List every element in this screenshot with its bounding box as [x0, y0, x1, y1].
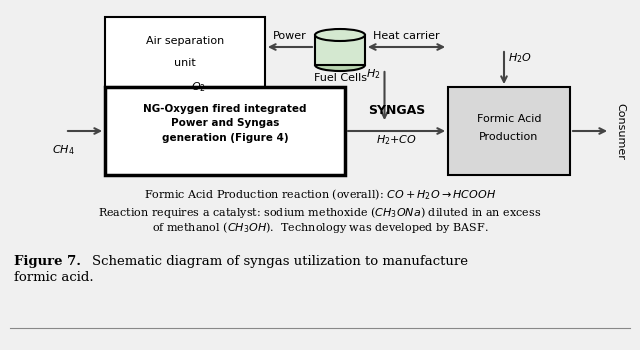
Bar [315, 35, 365, 65]
Bar [105, 87, 345, 175]
Text: Formic Acid Production reaction (overall): $CO+H_2O \rightarrow HCOOH$: Formic Acid Production reaction (overall… [144, 187, 496, 202]
Text: formic acid.: formic acid. [14, 271, 93, 284]
Ellipse shape [315, 59, 365, 71]
Text: Figure 7.: Figure 7. [14, 255, 81, 268]
Text: Reaction requires a catalyst: sodium methoxide ($CH_3ONa$) diluted in an excess: Reaction requires a catalyst: sodium met… [99, 205, 541, 220]
Text: Heat carrier: Heat carrier [373, 31, 440, 41]
Text: Fuel Cells: Fuel Cells [314, 73, 367, 83]
Text: NG-Oxygen fired integrated: NG-Oxygen fired integrated [143, 104, 307, 114]
Text: $O_2$: $O_2$ [191, 80, 206, 94]
Text: unit: unit [174, 57, 196, 68]
Ellipse shape [315, 29, 365, 41]
Text: $H_2$: $H_2$ [366, 67, 381, 81]
Text: Production: Production [479, 132, 539, 142]
Text: Power and Syngas: Power and Syngas [171, 118, 279, 128]
Text: generation (Figure 4): generation (Figure 4) [162, 133, 288, 143]
Text: Schematic diagram of syngas utilization to manufacture: Schematic diagram of syngas utilization … [92, 255, 468, 268]
Text: $CH_4$: $CH_4$ [52, 143, 74, 157]
Text: $H_2$+CO: $H_2$+CO [376, 133, 417, 147]
Text: Formic Acid: Formic Acid [477, 114, 541, 124]
Text: $H_2O$: $H_2O$ [508, 51, 532, 65]
Text: Power: Power [273, 31, 307, 41]
Text: Air separation: Air separation [146, 36, 224, 47]
Text: of methanol ($CH_3OH$).  Technology was developed by BASF.: of methanol ($CH_3OH$). Technology was d… [152, 220, 488, 235]
Bar [105, 17, 265, 87]
Text: SYNGAS: SYNGAS [368, 104, 425, 117]
Text: Consumer: Consumer [615, 103, 625, 160]
Bar [448, 87, 570, 175]
